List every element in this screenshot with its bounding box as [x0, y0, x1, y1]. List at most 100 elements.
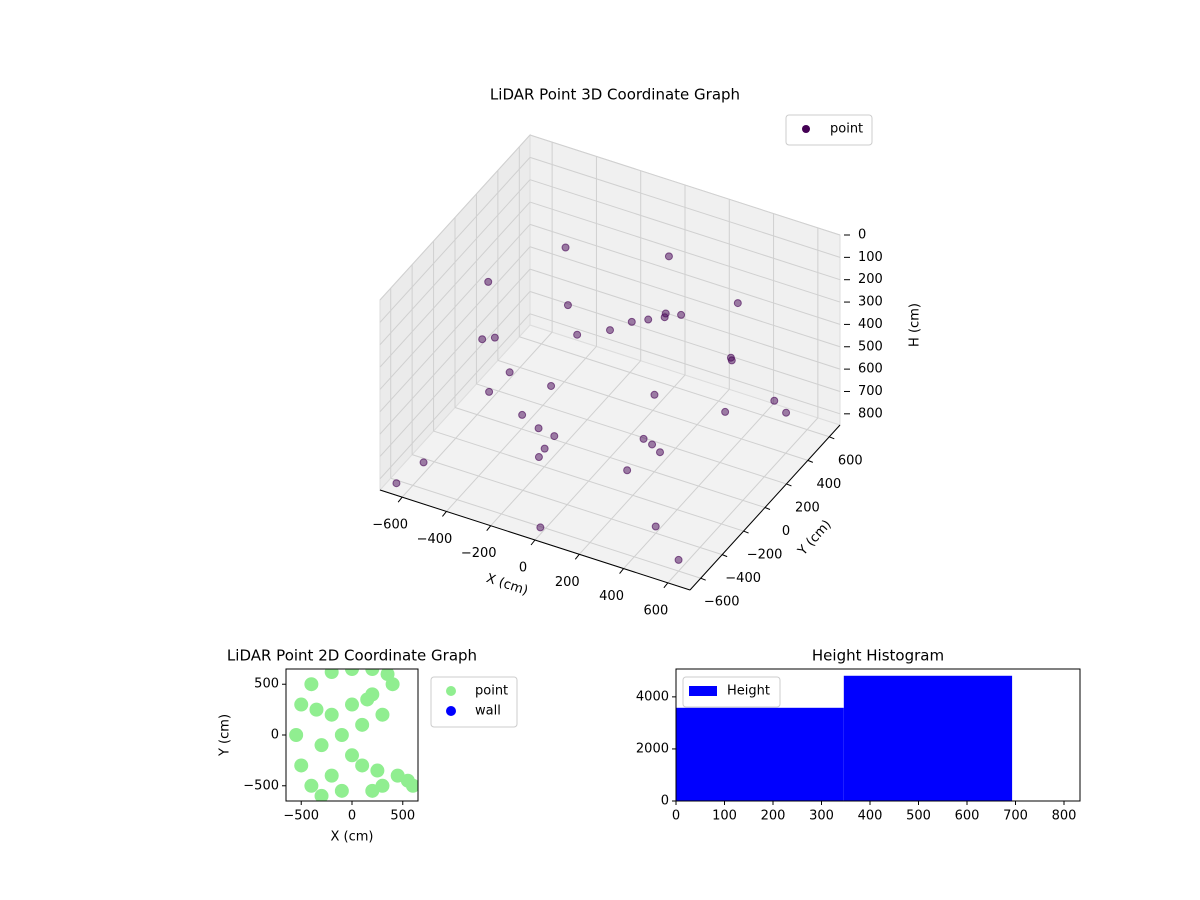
x-tick — [486, 525, 492, 532]
x-tick-label: 100 — [712, 809, 737, 824]
point — [674, 555, 683, 564]
x-tick — [397, 496, 403, 503]
point — [563, 301, 572, 310]
x-tick-label: 800 — [1052, 809, 1077, 824]
point — [294, 697, 309, 712]
grid-line — [519, 336, 830, 438]
point — [639, 434, 648, 443]
point — [648, 440, 657, 449]
grid-line — [411, 454, 723, 556]
point — [782, 408, 791, 417]
y-tick-label: 4000 — [636, 689, 669, 704]
grid-line — [529, 313, 841, 415]
y-axis-label: Y (cm) — [795, 517, 835, 559]
x-tick-label: 400 — [858, 809, 883, 824]
y-tick — [743, 530, 749, 534]
point — [478, 335, 487, 344]
point — [365, 669, 380, 676]
point — [547, 381, 556, 390]
legend-box — [682, 676, 781, 708]
point — [334, 728, 349, 742]
x-tick-label: −600 — [372, 518, 408, 533]
z-tick-label: 100 — [858, 250, 883, 265]
point — [324, 669, 339, 680]
grid-line — [529, 246, 841, 348]
y-axis-label: Y (cm) — [218, 714, 233, 757]
plot-area — [289, 669, 418, 801]
point — [294, 758, 309, 773]
point — [289, 728, 304, 742]
y-tick-label: −600 — [704, 595, 740, 610]
point — [392, 479, 401, 488]
point — [726, 353, 735, 362]
x-tick-label: 0 — [519, 561, 527, 576]
bar — [676, 707, 844, 801]
x-tick — [663, 582, 669, 589]
x-tick-label: 0 — [348, 809, 356, 824]
z-axis-label: H (cm) — [908, 303, 923, 347]
point — [534, 424, 543, 433]
point — [324, 707, 339, 722]
point — [490, 333, 499, 342]
grid-line — [390, 477, 701, 579]
x-tick-label: 500 — [390, 809, 415, 824]
point — [650, 390, 659, 399]
y-tick-label: 400 — [816, 477, 841, 492]
point — [651, 522, 660, 531]
point — [314, 738, 329, 753]
grid-line — [379, 201, 531, 368]
x-tick-label: 400 — [599, 589, 624, 604]
point — [345, 669, 359, 676]
x-tick-label: 600 — [955, 809, 980, 824]
y-tick — [786, 483, 792, 487]
point — [485, 387, 494, 396]
point — [375, 707, 390, 722]
z-tick-label: 200 — [858, 272, 883, 287]
grid-line — [529, 179, 841, 281]
grid-line — [454, 407, 766, 508]
x-tick-label: 200 — [555, 575, 580, 590]
y-tick-label: −500 — [243, 778, 279, 793]
grid-line — [497, 359, 809, 461]
axes-frame — [675, 668, 1081, 802]
point — [677, 310, 686, 319]
point — [324, 768, 339, 783]
point — [534, 453, 543, 462]
point — [304, 778, 319, 793]
legend-swatch — [689, 686, 717, 696]
legend-label: wall — [475, 704, 501, 719]
point — [419, 458, 428, 467]
x-tick-label: 300 — [809, 809, 834, 824]
grid-line — [379, 246, 531, 413]
point — [656, 448, 664, 457]
point — [573, 330, 582, 339]
z-tick-label: 400 — [858, 317, 883, 332]
z-tick-label: 600 — [858, 362, 883, 377]
grid-line — [529, 134, 841, 236]
point — [660, 313, 669, 322]
legend-label: point — [475, 684, 508, 699]
point — [345, 748, 359, 763]
grid-line — [529, 156, 841, 258]
y-tick-label: 500 — [254, 677, 279, 692]
y-tick-label: 2000 — [636, 741, 669, 756]
y-tick — [807, 459, 814, 463]
point — [370, 763, 385, 778]
point — [606, 326, 614, 335]
point — [627, 317, 636, 326]
x-tick — [442, 511, 447, 517]
z-tick-label: 0 — [858, 228, 866, 243]
grid-line — [529, 223, 841, 325]
x-tick-label: 600 — [643, 603, 668, 618]
grid-line — [476, 383, 787, 485]
point — [733, 299, 742, 308]
point — [484, 277, 493, 286]
point — [385, 677, 400, 692]
point — [518, 410, 527, 419]
point — [721, 407, 730, 416]
x-tick-label: 500 — [906, 809, 931, 824]
x-tick-label: −500 — [283, 809, 319, 824]
y-tick — [829, 436, 835, 440]
x-tick-label: −400 — [417, 532, 453, 547]
